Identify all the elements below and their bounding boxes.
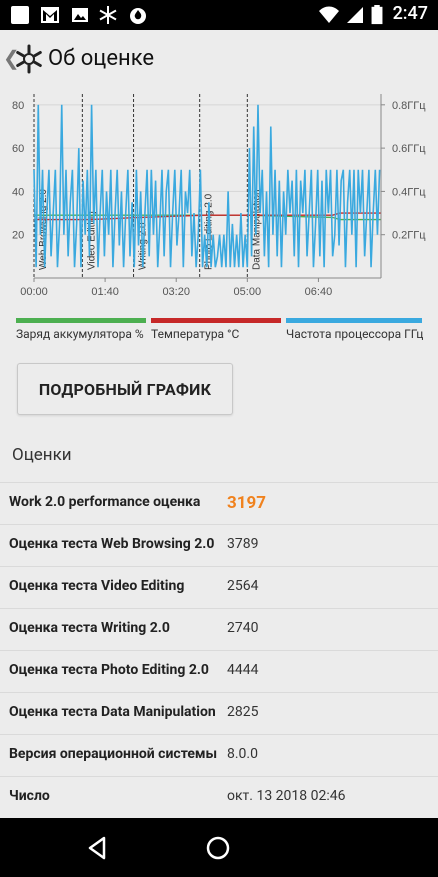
score-value: 2740 xyxy=(227,620,259,636)
y-right-tick-label: 0.8ГГц xyxy=(392,100,426,112)
legend-label-battery: Заряд аккумулятора % xyxy=(16,327,144,341)
app-bar: ❮ Об оценке xyxy=(0,30,438,91)
y-right-tick-label: 0.6ГГц xyxy=(392,143,426,155)
image-icon xyxy=(11,6,29,24)
score-row-writing: Оценка теста Writing 2.0 2740 xyxy=(0,608,438,649)
clock: 2:47 xyxy=(392,3,428,24)
score-value-highlight: 3197 xyxy=(227,493,267,513)
score-row-web-browsing: Оценка теста Web Browsing 2.0 3789 xyxy=(0,524,438,565)
back-icon[interactable] xyxy=(84,834,112,862)
x-tick-label: 00:00 xyxy=(20,286,48,298)
navigation-bar xyxy=(0,818,438,877)
score-row-data-manipulation: Оценка теста Data Manipulation 2825 xyxy=(0,692,438,733)
phase-marker-label: Data Manipulation xyxy=(251,189,262,270)
score-row-work-overall: Work 2.0 performance оценка 3197 xyxy=(0,482,438,523)
y-tick-label: 40 xyxy=(12,186,24,198)
score-value: 2564 xyxy=(227,578,259,594)
score-label: Версия операционной системы xyxy=(9,746,218,762)
score-label: Оценка теста Web Browsing 2.0 xyxy=(9,536,215,552)
signal-icon xyxy=(347,7,363,23)
battery-icon xyxy=(371,5,383,25)
chart-legend: Заряд аккумулятора % Температура °C Част… xyxy=(16,318,424,346)
y-tick-label: 20 xyxy=(12,230,24,242)
y-right-tick-label: 0.2ГГц xyxy=(392,230,426,242)
legend-item-battery: Заряд аккумулятора % xyxy=(16,318,146,341)
score-value: окт. 13 2018 02:46 xyxy=(227,788,346,804)
score-label: Оценка теста Writing 2.0 xyxy=(9,620,170,636)
score-row-date: Число окт. 13 2018 02:46 xyxy=(0,776,438,817)
score-label: Число xyxy=(9,788,50,804)
y-tick-label: 60 xyxy=(12,143,24,155)
score-value: 3789 xyxy=(227,536,259,552)
wifi-icon xyxy=(319,6,339,23)
legend-label-temperature: Температура °C xyxy=(151,327,240,341)
score-value: 2825 xyxy=(227,704,259,720)
x-tick-label: 01:40 xyxy=(91,286,119,298)
legend-swatch-temperature xyxy=(151,318,281,323)
detailed-graph-button[interactable]: ПОДРОБНЫЙ ГРАФИК xyxy=(17,363,233,415)
legend-swatch-battery xyxy=(16,318,146,323)
legend-label-cpu-frequency: Частота процессора ГГц xyxy=(286,327,424,341)
snowflake-icon xyxy=(99,6,117,24)
score-value: 4444 xyxy=(227,662,259,678)
gmail-icon xyxy=(41,7,59,23)
score-row-os-version: Версия операционной системы 8.0.0 xyxy=(0,734,438,775)
page-title: Об оценке xyxy=(48,46,155,71)
score-row-video-editing: Оценка теста Video Editing 2564 xyxy=(0,566,438,607)
gallery-icon xyxy=(72,8,88,22)
score-label: Work 2.0 performance оценка xyxy=(9,494,201,510)
x-tick-label: 03:20 xyxy=(162,286,190,298)
scores-section-title: Оценки xyxy=(12,445,72,465)
performance-chart[interactable]: Web Browsing 2.0 Video Editing Writing 2.0… xyxy=(0,88,438,320)
legend-item-cpu-frequency: Частота процессора ГГц xyxy=(286,318,423,341)
score-label: Оценка теста Photo Editing 2.0 xyxy=(9,662,209,678)
x-tick-label: 05:00 xyxy=(234,286,262,298)
chart-background xyxy=(0,88,438,320)
fire-icon xyxy=(130,8,146,24)
y-right-tick-label: 0.4ГГц xyxy=(392,186,426,198)
legend-item-temperature: Температура °C xyxy=(151,318,281,341)
series-line-cpu-frequency xyxy=(33,104,381,268)
score-label: Оценка теста Video Editing xyxy=(9,578,185,594)
y-tick-label: 80 xyxy=(12,100,24,112)
scores-table: Work 2.0 performance оценка 3197 Оценка … xyxy=(0,482,438,818)
legend-swatch-cpu-frequency xyxy=(286,318,422,323)
app-logo-icon[interactable] xyxy=(14,44,44,74)
home-icon[interactable] xyxy=(204,834,232,862)
status-bar: 2:47 xyxy=(0,0,438,30)
score-label: Оценка теста Data Manipulation xyxy=(9,704,216,720)
score-value: 8.0.0 xyxy=(227,746,258,762)
phase-marker-label: Video Editing xyxy=(86,211,97,270)
x-tick-label: 06:40 xyxy=(305,286,333,298)
back-chevron-icon[interactable]: ❮ xyxy=(3,46,20,70)
score-row-photo-editing: Оценка теста Photo Editing 2.0 4444 xyxy=(0,650,438,691)
